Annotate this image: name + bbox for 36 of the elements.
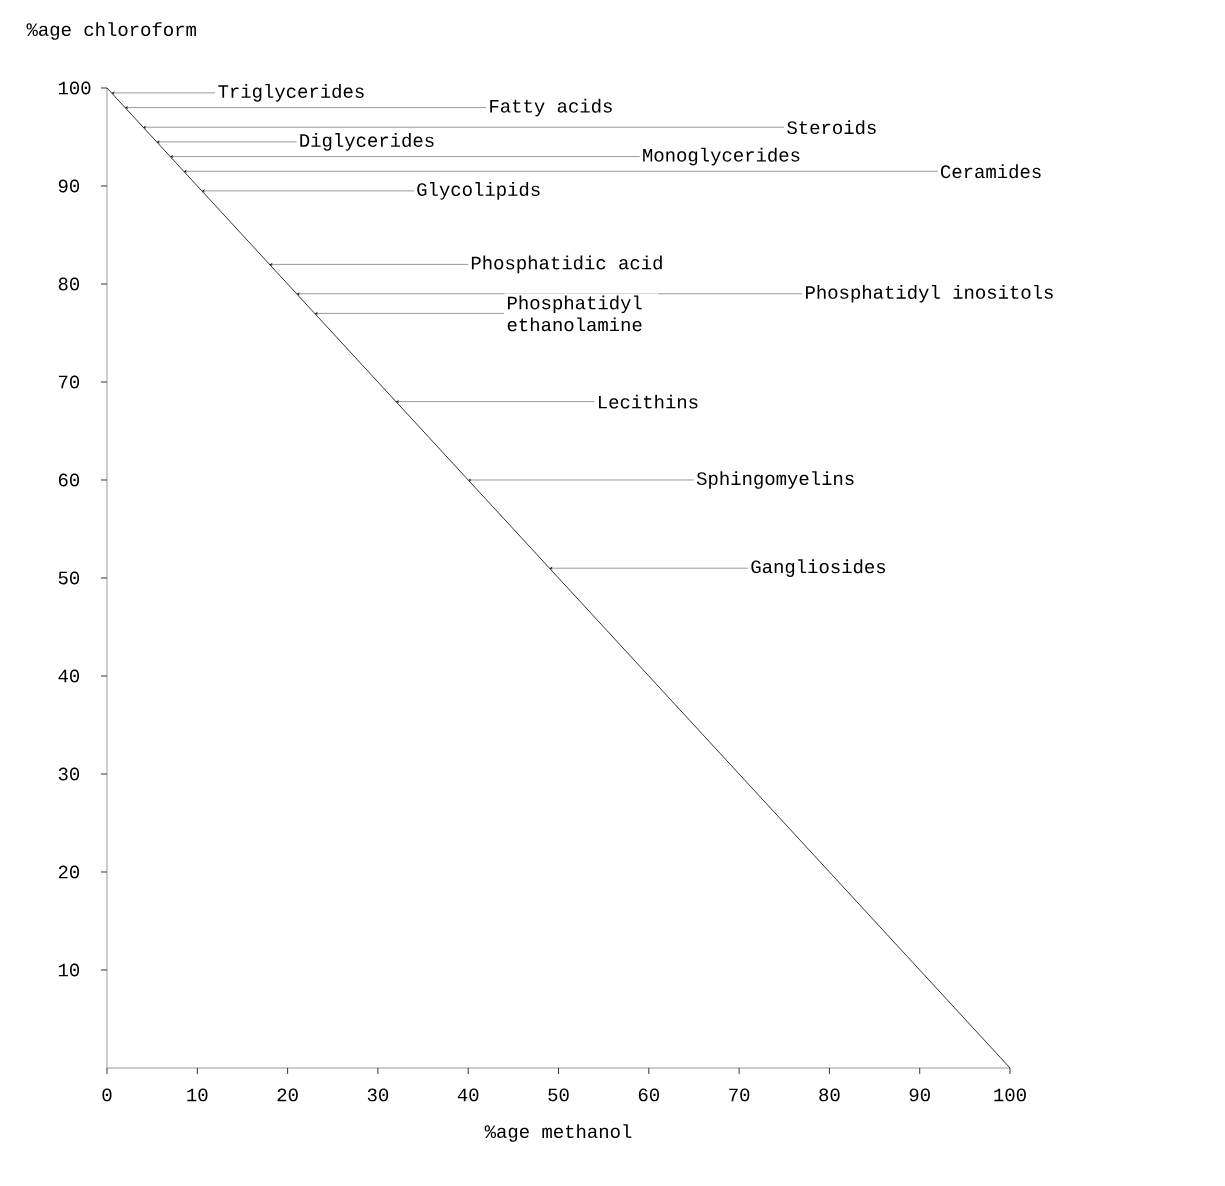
annotation: Sphingomyelins: [696, 471, 854, 489]
x-tick-label: 100: [994, 1088, 1026, 1102]
x-tick-label: 60: [638, 1088, 659, 1102]
x-tick-label: 70: [729, 1088, 750, 1102]
x-tick-label: 40: [457, 1088, 479, 1102]
y-tick-label: 100: [58, 81, 91, 95]
x-axis-title: %age methanol: [484, 1124, 632, 1142]
y-tick-label: 80: [58, 277, 80, 291]
x-tick-label: 20: [277, 1088, 298, 1102]
x-tick-label: 30: [367, 1088, 389, 1102]
x-tick-label: 90: [909, 1088, 930, 1102]
annotation: Lecithins: [599, 394, 698, 409]
annotation: Fatty acids: [490, 98, 612, 117]
y-tick-label: 90: [58, 179, 80, 193]
annotation: Gangliosides: [751, 559, 886, 578]
annotation: Ceramides: [941, 164, 1041, 179]
annotation: Triglycerides: [218, 84, 364, 102]
x-tick-label: 80: [819, 1088, 840, 1102]
annotation: Phosphatidic acid: [471, 255, 662, 274]
annotation: Phosphatidyl inositols: [806, 284, 1053, 303]
annotation: Steroids: [787, 120, 876, 135]
x-tick-label: 50: [548, 1088, 569, 1102]
y-tick-label: 70: [58, 375, 80, 389]
y-tick-label: 20: [58, 865, 80, 879]
y-tick-label: 10: [58, 963, 80, 977]
x-tick-label: 10: [187, 1088, 208, 1102]
y-tick-label: 30: [58, 767, 80, 781]
y-tick-label: 50: [58, 571, 80, 585]
annotation: Glycolipids: [417, 182, 540, 200]
y-tick-label: 60: [58, 473, 80, 487]
y-tick-label: 40: [58, 669, 80, 683]
annotation: Monoglycerides: [643, 147, 800, 166]
annotation: Phosphatidyl ethanolamine: [507, 295, 642, 332]
y-axis-title: %age chloroform: [26, 22, 196, 40]
annotation: Diglycerides: [300, 133, 434, 151]
x-tick-label: 0: [102, 1088, 112, 1102]
